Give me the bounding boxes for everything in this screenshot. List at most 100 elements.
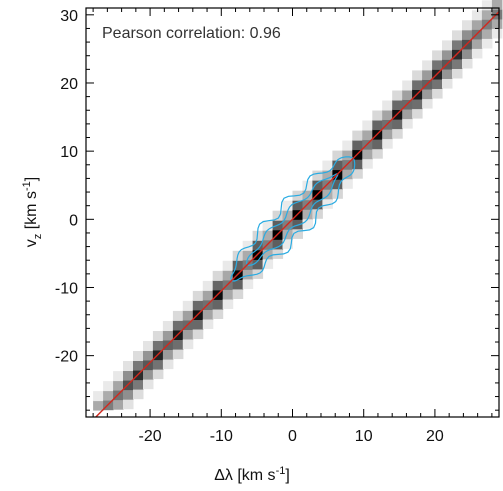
density-cell [152,359,164,370]
density-cell [262,230,274,241]
density-cell [172,310,184,321]
density-cell [272,210,284,221]
density-cell [123,370,134,381]
density-cell [402,90,413,100]
density-cell [282,200,293,211]
density-cell [432,88,443,99]
density-cell [302,218,313,229]
density-cell [481,28,493,39]
density-cell [133,351,144,361]
density-cell [362,120,373,131]
density-cell [392,90,403,101]
density-cell [222,299,234,309]
density-cell [103,390,114,401]
y-tick-label: 0 [69,212,78,229]
density-cell [93,400,104,411]
y-tick-label: 30 [60,8,78,25]
density-cell [172,339,184,350]
density-cell [332,160,343,171]
density-cell [332,150,343,161]
density-cell [462,58,473,69]
density-cell [222,289,234,300]
density-cell [262,220,274,231]
density-cell [172,320,184,331]
density-cell [382,100,393,111]
density-cell [352,168,363,179]
density-cell [422,89,433,100]
density-cell [192,300,204,311]
density-cell [462,29,473,40]
density-cell [412,99,423,110]
density-cell [481,38,493,49]
density-cell [212,299,224,310]
x-tick-label: 10 [355,428,373,445]
density-cell [392,100,403,110]
density-cell [192,290,204,301]
density-cell [162,330,174,341]
density-cell [332,179,343,190]
density-cell [292,219,303,230]
density-cell [322,170,333,181]
density-cell [372,139,383,150]
density-cell [222,260,234,271]
density-cell [452,39,463,50]
density-cell [123,389,134,400]
density-cell [143,341,154,351]
density-cell [312,199,323,210]
density-cell [442,40,453,51]
density-cell [491,18,503,29]
density-cell [212,280,224,291]
density-cell [322,198,333,209]
density-cell [362,130,373,141]
density-cell [133,360,144,371]
density-cell [312,180,323,191]
density-cell [302,180,313,191]
density-cell [192,329,204,340]
density-cell [232,279,244,290]
density-cell [402,109,413,120]
density-cell [372,120,383,131]
density-cell [412,80,423,90]
x-axis-label: Δλ [km s-1] [214,465,290,484]
density-cell [143,379,154,390]
density-cell [232,260,244,271]
density-cell [162,321,174,331]
density-cell [113,371,124,382]
density-cell [422,70,433,80]
density-cell [422,60,433,71]
density-cell [202,309,214,320]
density-cell [252,259,264,270]
density-cell [172,349,184,360]
density-cell [462,20,473,31]
fit-line [95,11,500,418]
density-cell [93,391,104,402]
density-cell [382,129,393,140]
density-cell [471,19,483,30]
density-cell [382,110,393,120]
density-cell [123,399,134,410]
density-cell [352,130,363,141]
density-cell [432,50,443,61]
density-cell [342,178,353,189]
density-cell [292,200,303,211]
x-tick-label: -20 [139,428,162,445]
density-cell [182,310,194,321]
density-cell [282,238,293,249]
density-cell [113,399,124,410]
density-cell [442,49,453,60]
x-axis: -20 -10 0 10 20 [92,8,493,445]
density-cell [182,300,194,311]
density-cell [192,319,204,330]
density-cell [242,269,254,280]
density-cell [442,69,453,79]
density-cell [162,359,174,370]
density-cell [342,140,353,151]
y-axis-label: vz [km s-1] [21,177,44,247]
density-cell [272,239,284,250]
density-cell [292,228,303,239]
density-cell [372,110,383,121]
density-cell [202,319,214,329]
density-cell [262,258,274,269]
density-cell [471,48,483,59]
